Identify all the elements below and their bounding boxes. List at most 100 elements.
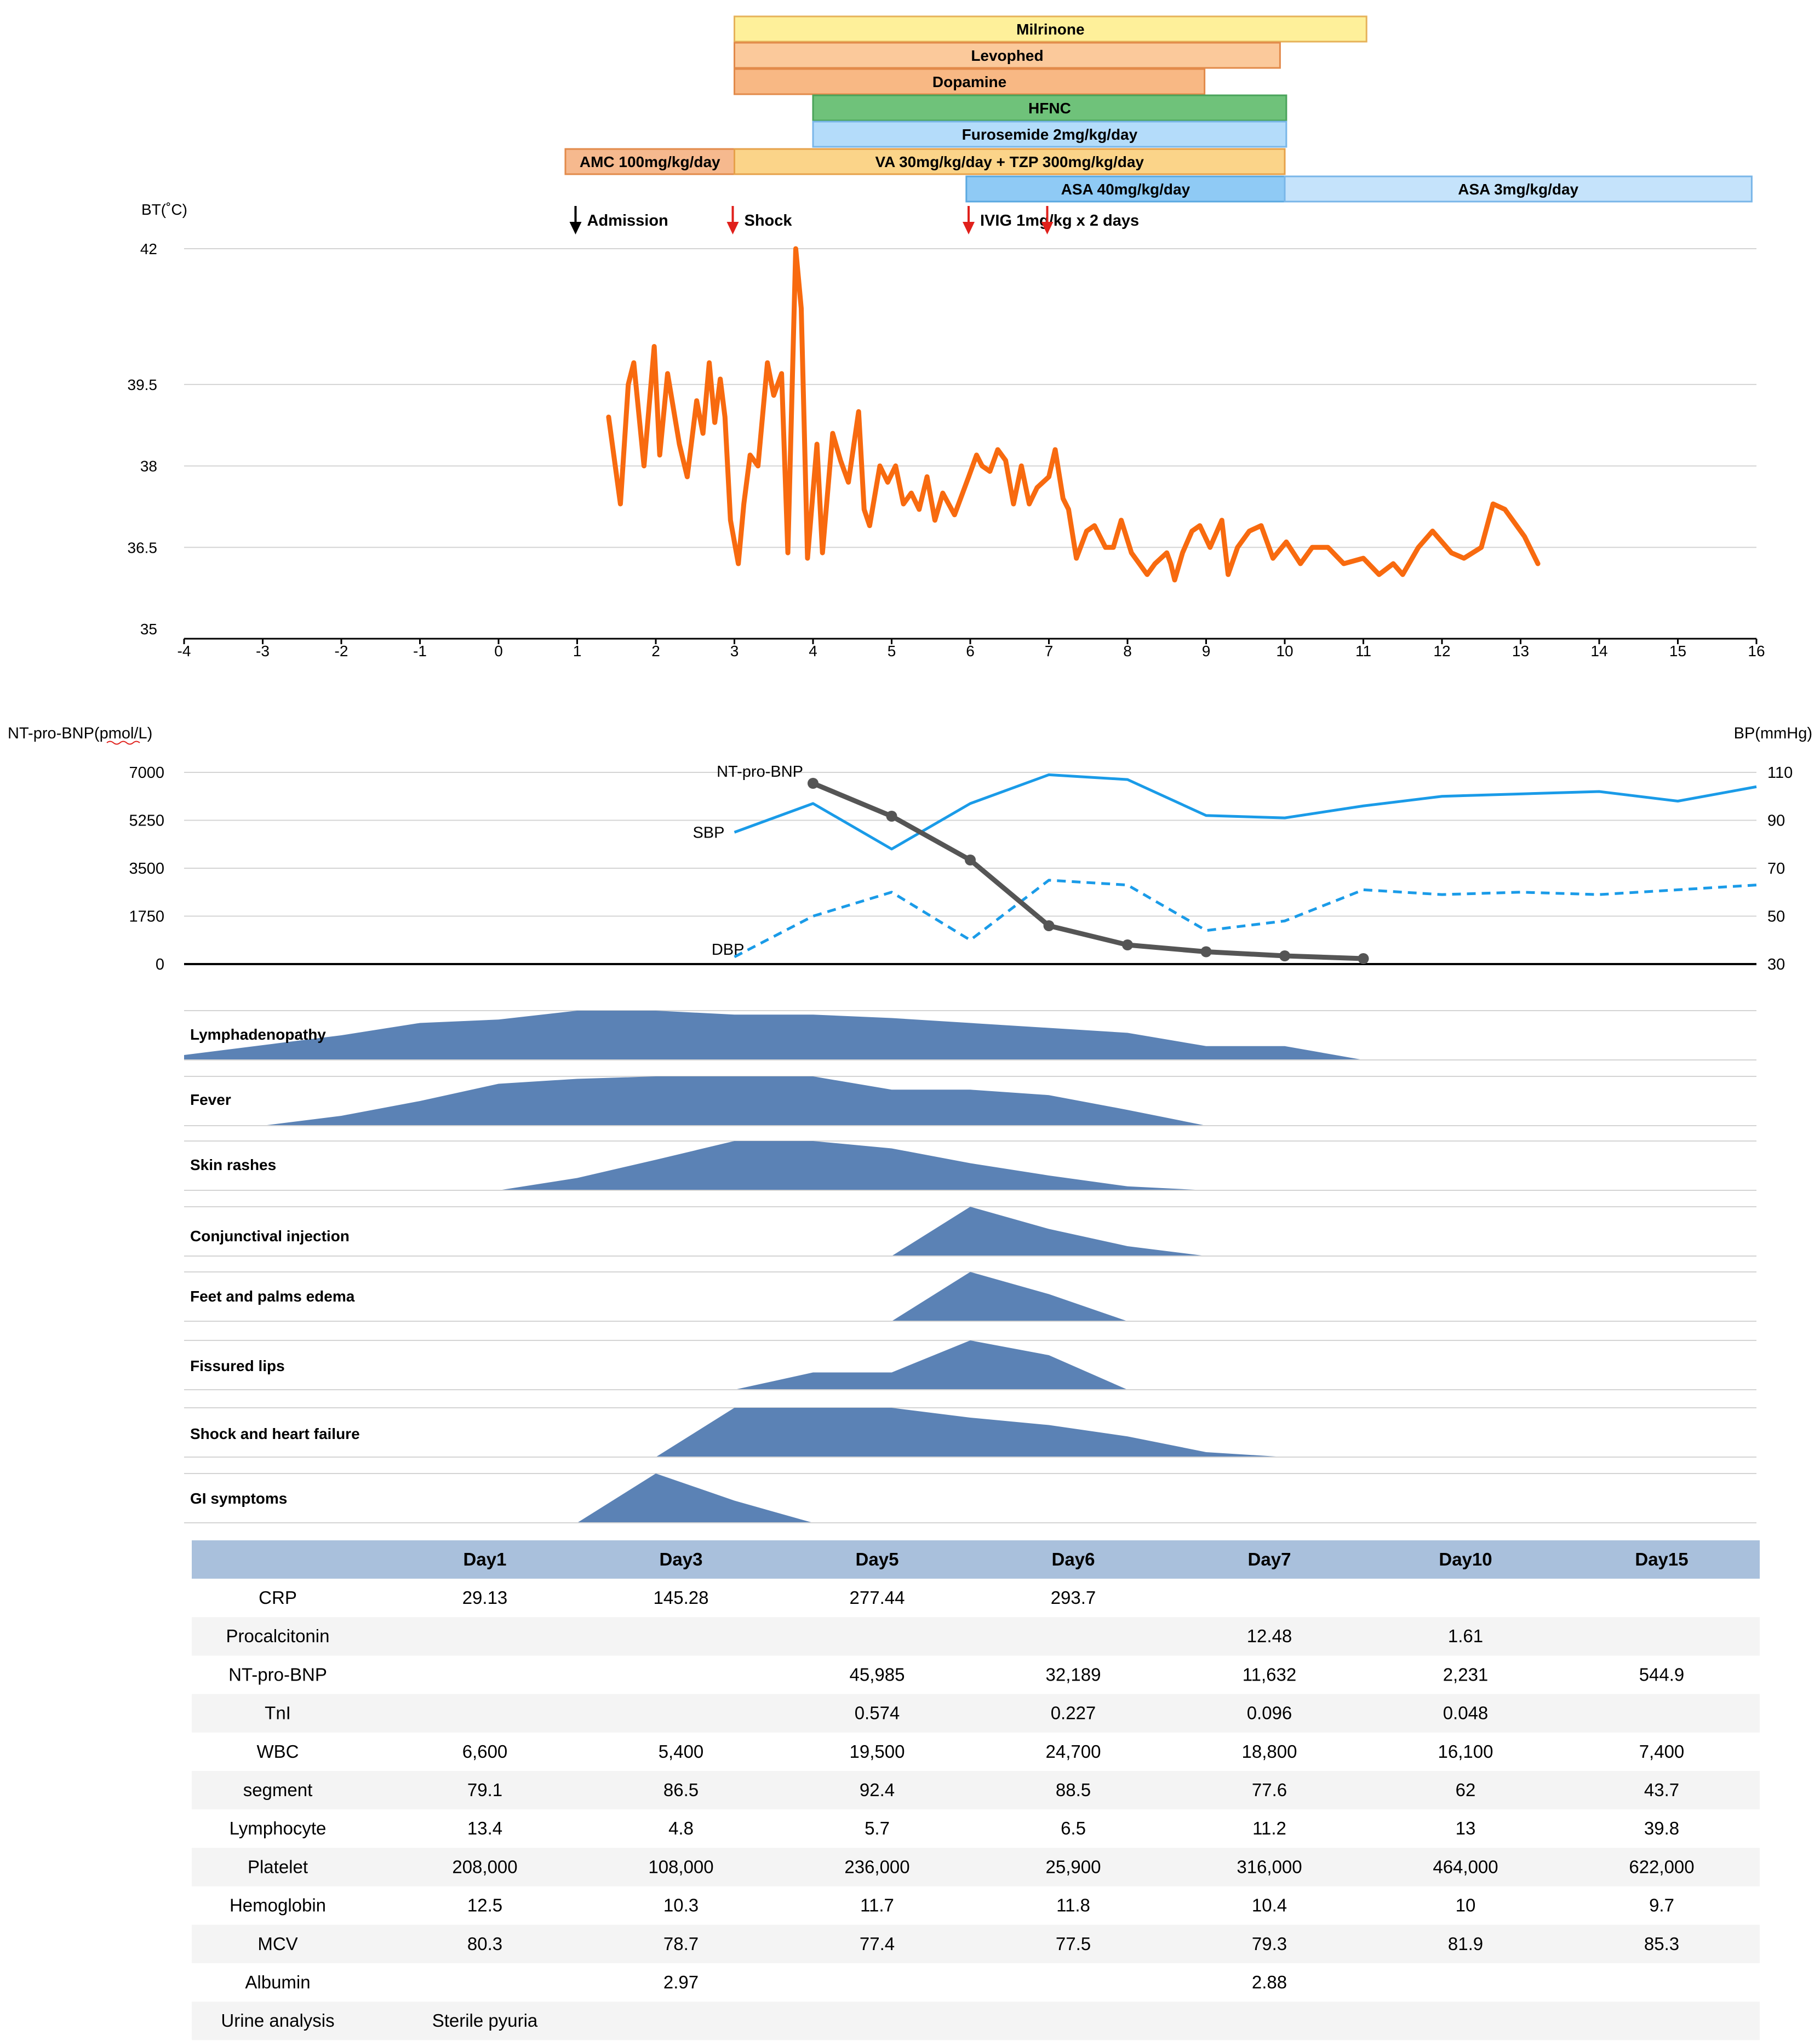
left-tick-label: 0 [156, 956, 164, 973]
table-cell: 9.7 [1649, 1895, 1674, 1916]
table-cell: 77.6 [1252, 1780, 1287, 1800]
x-tick-label: 9 [1202, 643, 1211, 660]
table-cell: 13.4 [467, 1818, 502, 1838]
row-label-hemoglobin: Hemoglobin [230, 1895, 326, 1916]
bar-label-amc-100mg-kg-day: AMC 100mg/kg/day [580, 153, 720, 170]
column-header-day7: Day7 [1248, 1549, 1291, 1569]
table-cell: 145.28 [654, 1587, 709, 1608]
left-tick-label: 7000 [129, 764, 164, 782]
bar-levophed [734, 42, 1281, 69]
y-tick-label: 42 [140, 240, 157, 257]
table-cell: 25,900 [1046, 1856, 1101, 1877]
bar-va-30mg-kg-day-tzp-300mg-kg-day [734, 148, 1286, 175]
row-label-nt-pro-bnp: NT-pro-BNP [228, 1664, 327, 1684]
table-cell: 2.97 [663, 1972, 699, 1992]
x-tick-label: 7 [1045, 643, 1054, 660]
column-header-day1: Day1 [463, 1549, 507, 1569]
bnp-line [812, 781, 1364, 961]
row-label-tni: TnI [265, 1703, 291, 1723]
table-cell: 39.8 [1644, 1818, 1679, 1838]
x-tick-label: 2 [651, 643, 660, 660]
y-axis-title: BT(˚C) [141, 201, 187, 218]
symptom-chart: Lymphadenopathy Fever Skin rashes Conjuncti… [184, 1010, 1756, 1523]
table-cell: 10.3 [663, 1895, 699, 1916]
table-cell: 32,189 [1046, 1664, 1101, 1684]
table-cell: 13 [1456, 1818, 1476, 1838]
x-tick-label: 12 [1433, 643, 1450, 660]
dbp-series-label: DBP [712, 941, 745, 959]
x-tick-label: -1 [413, 643, 427, 660]
table-cell: 0.096 [1247, 1703, 1292, 1723]
y-tick-label: 35 [140, 621, 157, 638]
dbp-line [734, 879, 1757, 959]
table-cell: 77.4 [860, 1934, 895, 1954]
table-cell: 6.5 [1061, 1818, 1086, 1838]
left-axis-title: NT-pro-BNP(pmol/L) [8, 725, 152, 742]
table-cell: 86.5 [663, 1780, 699, 1800]
bnp-point [1358, 953, 1369, 964]
table-cell: 11.7 [860, 1895, 894, 1916]
table-cell: 92.4 [860, 1780, 895, 1800]
table-cell: 0.574 [855, 1703, 900, 1723]
bnp-point [1279, 950, 1290, 961]
bnp-point [1122, 939, 1133, 950]
table-cell: 45,985 [850, 1664, 905, 1684]
table-cell: 464,000 [1433, 1856, 1498, 1877]
table-cell: 12.5 [467, 1895, 502, 1916]
table-cell: 78.7 [663, 1934, 699, 1954]
symptom-area-fever [262, 1076, 1206, 1126]
table-cell: 5,400 [659, 1741, 704, 1762]
x-tick-label: 14 [1590, 643, 1607, 660]
row-label-platelet: Platelet [248, 1856, 308, 1877]
table-cell: 77.5 [1056, 1934, 1091, 1954]
table-row-stripe [192, 1771, 1760, 1810]
column-header-day3: Day3 [660, 1549, 703, 1569]
bar-label-milrinone: Milrinone [1016, 21, 1084, 38]
table-cell: 24,700 [1046, 1741, 1101, 1762]
x-tick-label: 4 [809, 643, 817, 660]
event-arrowhead-admission [569, 222, 582, 234]
table-cell: 5.7 [865, 1818, 890, 1838]
table-cell: 80.3 [467, 1934, 502, 1954]
table-cell: 6,600 [462, 1741, 508, 1762]
row-label-lymphocyte: Lymphocyte [230, 1818, 327, 1838]
bar-label-hfnc: HFNC [1028, 100, 1071, 117]
spellcheck-underline [106, 741, 140, 745]
table-cell: 0.227 [1051, 1703, 1096, 1723]
table-cell: 10.4 [1252, 1895, 1287, 1916]
symptom-area-conjunctival-injection [891, 1207, 1206, 1256]
bar-label-asa-3mg-kg-day: ASA 3mg/kg/day [1458, 181, 1578, 198]
x-tick-label: 0 [494, 643, 503, 660]
symptom-area-fissured-lips [734, 1340, 1128, 1390]
table-cell: 81.9 [1448, 1934, 1483, 1954]
table-cell: 0.048 [1443, 1703, 1489, 1723]
table-header-band [192, 1540, 1760, 1579]
right-axis-title: BP(mmHg) [1734, 725, 1812, 742]
table-cell: 4.8 [668, 1818, 694, 1838]
event-arrowhead-ivig-1mg-kg-x-2-days [963, 222, 975, 234]
symptom-area-lymphadenopathy [184, 1011, 1364, 1060]
table-row-stripe [192, 1694, 1760, 1733]
table-cell: 316,000 [1237, 1856, 1302, 1877]
y-tick-label: 38 [140, 458, 157, 475]
bar-milrinone [734, 15, 1367, 43]
table-cell: 16,100 [1438, 1741, 1493, 1762]
table-cell: 622,000 [1629, 1856, 1694, 1877]
lab-table: Day1 Day3 Day5 Day6 Day7 Day10 Day15 CRP 29.13 14… [192, 1540, 1760, 2040]
sbp-line [734, 773, 1757, 851]
bar-label-asa-40mg-kg-day: ASA 40mg/kg/day [1061, 181, 1191, 198]
table-cell: 108,000 [648, 1856, 713, 1877]
left-tick-label: 3500 [129, 860, 164, 878]
table-cell: 19,500 [850, 1741, 905, 1762]
table-cell: 62 [1456, 1780, 1476, 1800]
x-tick-label: 1 [573, 643, 582, 660]
x-tick-label: -3 [256, 643, 270, 660]
bar-label-va-30mg-kg-day-tzp-300mg-kg-day: VA 30mg/kg/day + TZP 300mg/kg/day [875, 153, 1144, 170]
table-cell: 2,231 [1443, 1664, 1489, 1684]
treatment-timeline: Milrinone Levophed Dopamine HFNC Furosemide … [564, 15, 1753, 234]
table-row-stripe [192, 1617, 1760, 1656]
symptom-area-gi-symptoms [577, 1474, 813, 1523]
bar-asa-40mg-kg-day [965, 175, 1286, 203]
column-header-day10: Day10 [1439, 1549, 1492, 1569]
bar-label-dopamine: Dopamine [932, 73, 1006, 90]
